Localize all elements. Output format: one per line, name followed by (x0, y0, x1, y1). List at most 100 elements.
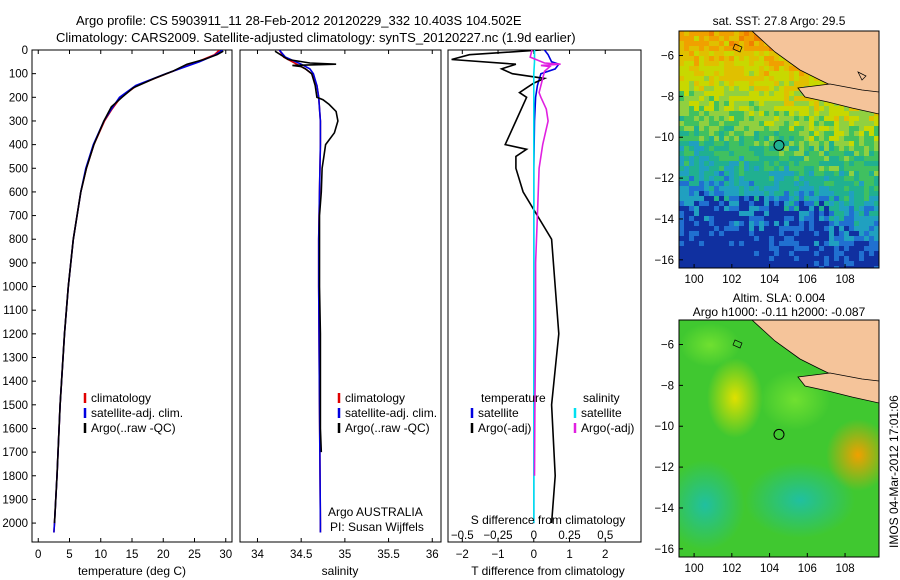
sst-cell (724, 81, 729, 86)
sst-cell (719, 36, 724, 41)
sst-cell (774, 216, 779, 221)
sst-cell (849, 121, 854, 126)
sst-cell (709, 46, 714, 51)
sst-cell (739, 51, 744, 56)
sst-cell (704, 46, 709, 51)
sst-cell (849, 191, 854, 196)
sst-cell (724, 61, 729, 66)
sst-cell (684, 211, 689, 216)
x-tick-label: 30 (219, 549, 232, 561)
footer-stamp: IMOS 04-Mar-2012 17:01:06 (887, 395, 900, 548)
sst-cell (789, 216, 794, 221)
sst-cell (824, 221, 829, 226)
sst-cell (814, 121, 819, 126)
y-tick-label: 800 (9, 234, 28, 246)
sst-cell (754, 61, 759, 66)
sst-cell (819, 156, 824, 161)
sst-cell (869, 231, 874, 236)
sst-cell (744, 211, 749, 216)
map-y-tick-label: −8 (661, 380, 674, 392)
sst-cell (704, 106, 709, 111)
x-tick-label: −2 (456, 549, 469, 561)
sst-cell (849, 161, 854, 166)
sst-cell (759, 81, 764, 86)
sst-cell (779, 161, 784, 166)
sst-cell (799, 146, 804, 151)
sst-cell (709, 261, 714, 266)
sst-cell (874, 231, 879, 236)
sst-cell (804, 256, 809, 261)
sst-cell (754, 91, 759, 96)
sst-cell (864, 131, 869, 136)
sst-cell (749, 181, 754, 186)
sst-cell (754, 221, 759, 226)
map-y-tick-label: −12 (654, 173, 674, 185)
sst-cell (809, 141, 814, 146)
sst-cell (789, 231, 794, 236)
x-tick-label: 35.5 (377, 549, 399, 561)
sst-cell (839, 176, 844, 181)
sst-cell (724, 166, 729, 171)
sst-cell (759, 166, 764, 171)
sst-cell (694, 216, 699, 221)
sst-cell (754, 251, 759, 256)
sst-cell (749, 211, 754, 216)
sst-cell (844, 226, 849, 231)
sst-cell (729, 186, 734, 191)
sst-cell (779, 91, 784, 96)
sst-cell (864, 161, 869, 166)
sst-cell (689, 246, 694, 251)
sst-cell (769, 141, 774, 146)
sst-cell (719, 111, 724, 116)
sst-cell (839, 136, 844, 141)
sst-cell (789, 136, 794, 141)
sst-cell (844, 241, 849, 246)
sst-cell (759, 241, 764, 246)
sst-cell (724, 91, 729, 96)
sst-cell (829, 106, 834, 111)
sst-cell (814, 181, 819, 186)
sst-cell (774, 141, 779, 146)
sst-cell (844, 206, 849, 211)
sst-cell (759, 146, 764, 151)
sst-cell (814, 176, 819, 181)
sst-cell (694, 176, 699, 181)
sst-cell (824, 111, 829, 116)
sst-cell (844, 216, 849, 221)
sst-cell (699, 236, 704, 241)
sst-cell (764, 246, 769, 251)
sst-cell (764, 71, 769, 76)
sst-cell (689, 36, 694, 41)
sst-cell (804, 201, 809, 206)
sst-cell (684, 31, 689, 36)
sst-cell (819, 181, 824, 186)
sst-cell (709, 106, 714, 111)
sst-cell (844, 261, 849, 266)
sst-cell (784, 211, 789, 216)
sst-cell (694, 171, 699, 176)
sst-cell (749, 206, 754, 211)
sst-cell (834, 136, 839, 141)
sst-cell (714, 146, 719, 151)
sst-cell (704, 241, 709, 246)
sst-cell (749, 141, 754, 146)
sst-cell (819, 161, 824, 166)
sst-cell (689, 76, 694, 81)
sst-cell (694, 46, 699, 51)
sst-cell (709, 186, 714, 191)
sst-cell (799, 256, 804, 261)
sst-cell (704, 156, 709, 161)
sst-cell (869, 111, 874, 116)
sst-cell (784, 171, 789, 176)
java-land (797, 83, 879, 115)
sst-cell (684, 151, 689, 156)
sst-cell (719, 246, 724, 251)
sst-cell (829, 171, 834, 176)
sst-cell (809, 146, 814, 151)
sst-cell (714, 186, 719, 191)
sst-cell (784, 191, 789, 196)
sst-cell (694, 266, 699, 268)
sst-cell (704, 211, 709, 216)
sst-cell (764, 151, 769, 156)
legend-label: Argo(..raw -QC) (345, 421, 430, 435)
